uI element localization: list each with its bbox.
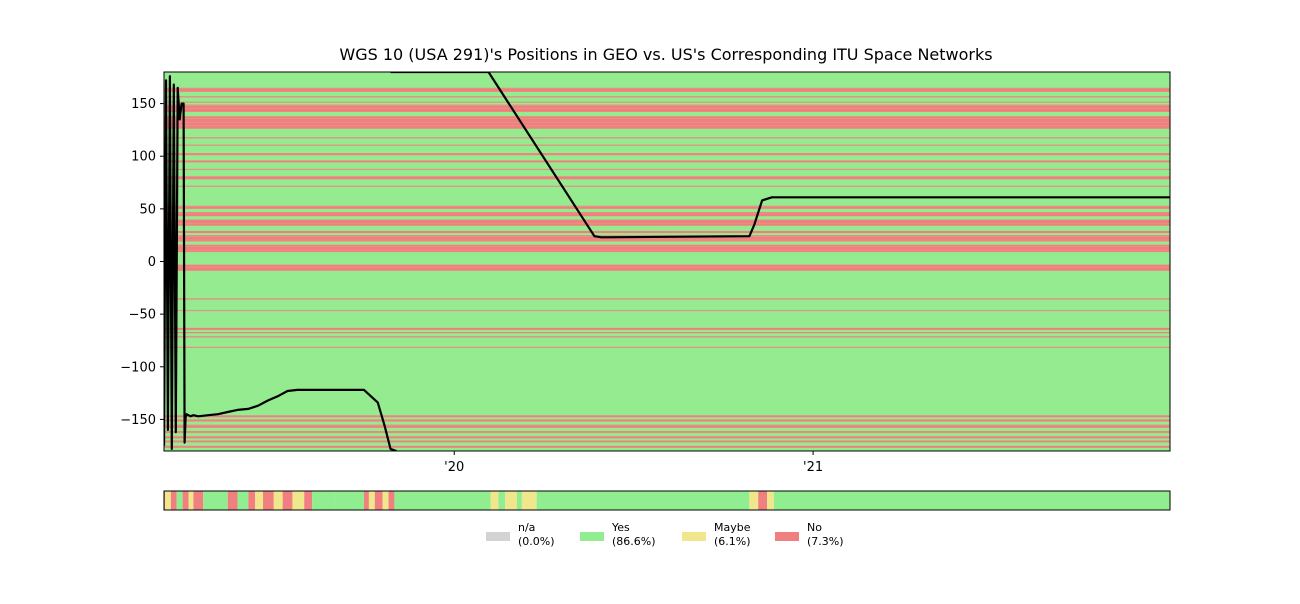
- network-band: [164, 264, 1170, 271]
- status-segment: [364, 491, 369, 510]
- status-strip: [163, 490, 1171, 511]
- network-band: [164, 96, 1170, 98]
- network-band: [164, 104, 1170, 113]
- status-strip-frame: [163, 490, 1171, 511]
- status-segment: [292, 491, 305, 510]
- legend-label-na: n/a: [518, 521, 535, 534]
- status-segment: [767, 491, 774, 510]
- status-segment: [516, 491, 522, 510]
- legend-percent-no: (7.3%): [807, 535, 844, 548]
- network-band: [164, 176, 1170, 180]
- network-band: [164, 298, 1170, 300]
- network-band: [164, 346, 1170, 348]
- network-band: [164, 160, 1170, 163]
- status-segment: [334, 491, 365, 510]
- legend-label-yes: Yes: [611, 521, 630, 534]
- status-segment: [498, 491, 506, 510]
- status-segment: [536, 491, 750, 510]
- status-segment: [273, 491, 283, 510]
- x-tick-label: '21: [803, 460, 823, 475]
- legend-label-maybe: Maybe: [714, 521, 751, 534]
- status-segment: [773, 491, 1170, 510]
- status-segment: [164, 491, 171, 510]
- network-band: [164, 205, 1170, 209]
- status-segment: [374, 491, 383, 510]
- legend-swatch-yes: [580, 532, 604, 541]
- network-band: [164, 436, 1170, 439]
- legend-swatch-no: [775, 532, 799, 541]
- legend-percent-yes: (86.6%): [612, 535, 656, 548]
- y-tick-label: −50: [129, 308, 156, 323]
- status-segment: [749, 491, 759, 510]
- plot-content: [164, 72, 1170, 451]
- y-tick-label: 150: [131, 97, 156, 112]
- status-segment: [304, 491, 313, 510]
- status-segment: [255, 491, 264, 510]
- status-segment: [193, 491, 204, 510]
- legend-percent-maybe: (6.1%): [714, 535, 751, 548]
- plot-area: [163, 71, 1171, 452]
- y-tick-label: −100: [120, 360, 156, 375]
- status-segment: [394, 491, 491, 510]
- y-tick-label: 50: [139, 202, 156, 217]
- network-band: [164, 230, 1170, 234]
- network-band: [164, 87, 1170, 93]
- status-segment: [203, 491, 228, 510]
- status-segment: [758, 491, 768, 510]
- status-segment: [282, 491, 293, 510]
- y-tick-label: 100: [131, 150, 156, 165]
- network-band: [164, 309, 1170, 312]
- status-segment: [368, 491, 375, 510]
- network-band: [164, 445, 1170, 448]
- status-segment: [237, 491, 249, 510]
- network-band: [164, 244, 1170, 253]
- x-tick-label: '20: [444, 460, 464, 475]
- status-segment: [388, 491, 395, 510]
- network-band: [164, 116, 1170, 129]
- network-band: [164, 219, 1170, 226]
- legend-percent-na: (0.0%): [518, 535, 555, 548]
- network-band: [164, 327, 1170, 330]
- status-segment: [312, 491, 335, 510]
- network-band: [164, 415, 1170, 418]
- status-segment: [176, 491, 183, 510]
- network-band: [164, 212, 1170, 217]
- status-segment: [182, 491, 189, 510]
- status-segment: [382, 491, 389, 510]
- status-segment: [521, 491, 537, 510]
- status-segment: [263, 491, 274, 510]
- status-segment: [188, 491, 194, 510]
- chart-title: WGS 10 (USA 291)'s Positions in GEO vs. …: [339, 45, 992, 64]
- network-band: [164, 336, 1170, 338]
- x-axis: '20 '21: [444, 451, 823, 475]
- network-band: [164, 235, 1170, 242]
- position-line-0: [164, 75, 397, 451]
- status-segment: [490, 491, 499, 510]
- legend: n/a(0.0%) Yes(86.6%) Maybe(6.1%) No(7.3%): [486, 521, 844, 548]
- legend-swatch-maybe: [682, 532, 706, 541]
- network-band: [164, 144, 1170, 146]
- status-segment: [248, 491, 256, 510]
- legend-label-no: No: [807, 521, 822, 534]
- status-segment: [170, 491, 177, 510]
- network-band-background: [164, 72, 1170, 451]
- position-line-1: [390, 72, 1170, 239]
- status-segment: [505, 491, 517, 510]
- y-tick-label: 0: [148, 255, 156, 270]
- network-band: [164, 419, 1170, 422]
- network-band: [164, 153, 1170, 156]
- status-segment: [227, 491, 238, 510]
- y-axis: 150 100 50 0 −50 −100 −150: [120, 97, 164, 428]
- y-tick-label: −150: [120, 413, 156, 428]
- legend-swatch-na: [486, 532, 510, 541]
- network-band: [164, 424, 1170, 428]
- network-band: [164, 332, 1170, 334]
- network-band: [164, 440, 1170, 443]
- network-band: [164, 137, 1170, 139]
